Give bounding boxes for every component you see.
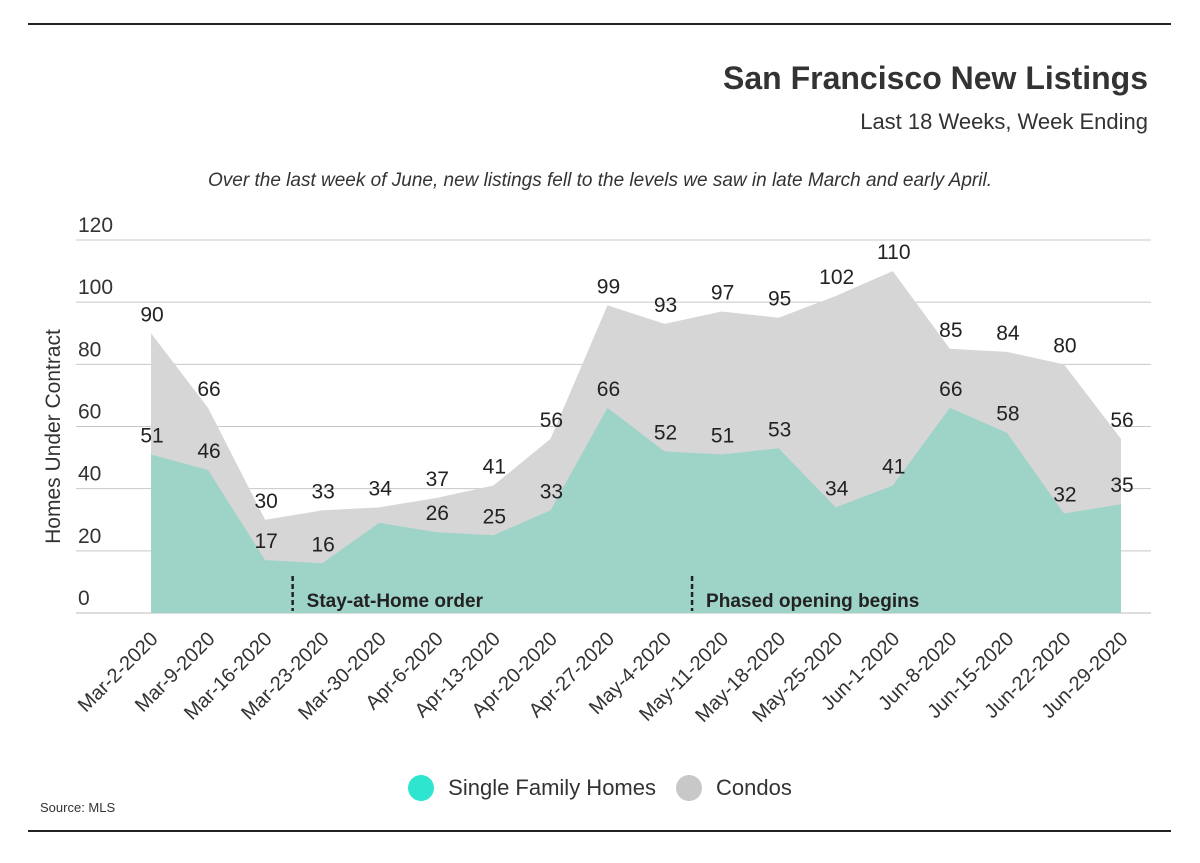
data-label-condos: 84 xyxy=(996,322,1020,345)
source-note: Source: MLS xyxy=(40,800,116,815)
legend: Single Family Homes Condos xyxy=(0,775,1200,801)
data-label-condos: 85 xyxy=(939,319,962,342)
data-label-single-family: 35 xyxy=(1110,474,1133,497)
data-label-single-family: 66 xyxy=(939,378,962,401)
data-label-single-family: 17 xyxy=(254,530,277,553)
y-tick-label: 60 xyxy=(78,401,101,424)
y-tick-label: 120 xyxy=(78,214,113,237)
data-label-single-family: 16 xyxy=(311,533,334,556)
y-axis-label: Homes Under Contract xyxy=(42,329,65,544)
x-axis: Mar-2-2020Mar-9-2020Mar-16-2020Mar-23-20… xyxy=(74,628,1133,727)
data-label-condos: 80 xyxy=(1053,334,1076,357)
data-label-single-family: 25 xyxy=(483,505,506,528)
y-tick-label: 100 xyxy=(78,276,113,299)
y-tick-label: 80 xyxy=(78,338,101,361)
data-label-single-family: 26 xyxy=(426,502,449,525)
data-label-condos: 56 xyxy=(540,409,563,432)
top-rule xyxy=(28,23,1171,25)
bottom-rule xyxy=(28,830,1171,832)
data-label-condos: 102 xyxy=(819,266,854,289)
data-label-condos: 95 xyxy=(768,288,791,311)
data-label-condos: 30 xyxy=(254,490,277,513)
data-label-condos: 99 xyxy=(597,275,620,298)
event-marker-label: Phased opening begins xyxy=(706,591,919,612)
y-tick-label: 20 xyxy=(78,525,101,548)
data-label-condos: 56 xyxy=(1110,409,1133,432)
data-label-condos: 41 xyxy=(483,456,506,479)
series-areas xyxy=(151,271,1121,613)
legend-swatch-condos xyxy=(676,775,702,801)
legend-label-single-family: Single Family Homes xyxy=(448,775,656,800)
data-label-single-family: 34 xyxy=(825,477,849,500)
legend-label-condos: Condos xyxy=(716,775,792,800)
event-marker-label: Stay-at-Home order xyxy=(307,591,484,612)
data-label-single-family: 51 xyxy=(140,424,163,447)
area-single-family-homes xyxy=(151,407,1121,613)
data-label-condos: 97 xyxy=(711,281,734,304)
data-label-single-family: 58 xyxy=(996,403,1019,426)
data-label-single-family: 46 xyxy=(197,440,220,463)
data-label-single-family: 41 xyxy=(882,456,905,479)
data-label-condos: 110 xyxy=(877,241,910,264)
data-label-single-family: 52 xyxy=(654,421,677,444)
legend-item-condos: Condos xyxy=(676,775,792,801)
chart-title: San Francisco New Listings xyxy=(723,60,1148,96)
data-label-single-family: 66 xyxy=(597,378,620,401)
legend-swatch-single-family xyxy=(408,775,435,801)
data-label-single-family: 33 xyxy=(540,480,563,503)
data-labels: 51 46 17 16 26 25 33 66 52 51 53 34 41 66 58 32 35 90 66 30… xyxy=(140,241,1133,556)
legend-item-single-family: Single Family Homes xyxy=(408,775,656,801)
data-label-single-family: 53 xyxy=(768,418,791,441)
data-label-condos: 66 xyxy=(197,378,220,401)
event-markers: Stay-at-Home order Phased opening begins xyxy=(291,576,919,612)
y-tick-label: 40 xyxy=(78,463,101,486)
y-axis: 0 20 40 60 80 100 120 Homes Under Contract xyxy=(42,214,113,610)
data-label-condos: 37 xyxy=(426,468,449,491)
data-label-single-family: 51 xyxy=(711,424,734,447)
chart-subtitle: Last 18 Weeks, Week Ending xyxy=(860,109,1148,134)
data-label-condos: 90 xyxy=(140,303,163,326)
chart-annotation: Over the last week of June, new listings… xyxy=(208,170,992,191)
data-label-single-family: 32 xyxy=(1053,484,1076,507)
data-label-condos: 33 xyxy=(311,480,334,503)
data-label-condos: 93 xyxy=(654,294,677,317)
y-tick-label: 0 xyxy=(78,587,90,610)
data-label-condos: 34 xyxy=(369,477,393,500)
